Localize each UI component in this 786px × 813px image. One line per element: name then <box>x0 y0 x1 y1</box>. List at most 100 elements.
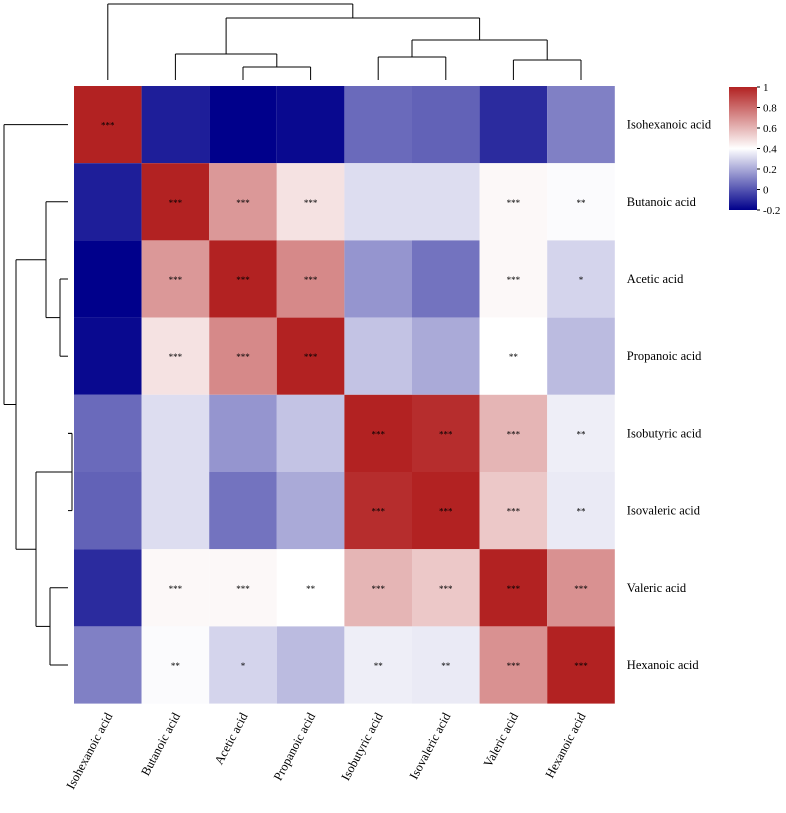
row-label-valeric-acid: Valeric acid <box>627 581 687 595</box>
column-label-isohexanoic-acid: Isohexanoic acid <box>63 710 115 792</box>
row-label-isobutyric-acid: Isobutyric acid <box>627 426 702 440</box>
heatmap-cell-isohexanoic-acid-hexanoic-acid <box>547 86 615 164</box>
heatmap-cell-isovaleric-acid-isobutyric-acid <box>344 472 412 550</box>
heatmap-cell-propanoic-acid-isobutyric-acid <box>344 317 412 395</box>
colorbar-tick-label: 0 <box>763 185 769 197</box>
heatmap-cell-isovaleric-acid-acetic-acid <box>209 472 277 550</box>
significance-mark: *** <box>169 275 183 285</box>
column-label-propanoic-acid: Propanoic acid <box>271 710 319 783</box>
heatmap-cell-acetic-acid-hexanoic-acid <box>547 240 615 318</box>
heatmap-cell-acetic-acid-butanoic-acid <box>141 240 210 318</box>
heatmap-cell-propanoic-acid-isohexanoic-acid <box>74 317 142 395</box>
heatmap-cell-butanoic-acid-acetic-acid <box>209 163 277 241</box>
significance-mark: * <box>579 275 584 285</box>
heatmap-cell-butanoic-acid-propanoic-acid <box>276 163 345 241</box>
heatmap-cell-propanoic-acid-acetic-acid <box>209 317 277 395</box>
significance-mark: * <box>241 661 246 671</box>
heatmap-cell-propanoic-acid-propanoic-acid <box>276 317 345 395</box>
heatmap-cell-butanoic-acid-isohexanoic-acid <box>74 163 142 241</box>
column-label-butanoic-acid: Butanoic acid <box>138 710 183 778</box>
heatmap-cell-hexanoic-acid-hexanoic-acid <box>547 626 615 704</box>
colorbar-tick-label: 1 <box>763 82 769 94</box>
heatmap-cell-hexanoic-acid-acetic-acid <box>209 626 277 704</box>
significance-mark: *** <box>371 429 385 439</box>
row-label-hexanoic-acid: Hexanoic acid <box>627 658 700 672</box>
significance-mark: *** <box>439 429 453 439</box>
heatmap-cell-hexanoic-acid-valeric-acid <box>479 626 548 704</box>
heatmap-cell-butanoic-acid-isovaleric-acid <box>412 163 480 241</box>
column-label-isobutyric-acid: Isobutyric acid <box>338 710 386 783</box>
significance-mark: *** <box>304 275 318 285</box>
heatmap-cell-propanoic-acid-valeric-acid <box>479 317 548 395</box>
row-dendrogram <box>3 124 73 666</box>
heatmap-cell-acetic-acid-isohexanoic-acid <box>74 240 142 318</box>
heatmap-cell-acetic-acid-acetic-acid <box>209 240 277 318</box>
heatmap-cell-isobutyric-acid-butanoic-acid <box>141 394 210 472</box>
significance-mark: *** <box>507 429 521 439</box>
significance-mark: *** <box>371 507 385 517</box>
column-dendrogram <box>107 3 582 80</box>
heatmap-cell-isovaleric-acid-hexanoic-acid <box>547 472 615 550</box>
significance-mark: ** <box>306 584 316 594</box>
heatmap-cell-hexanoic-acid-isobutyric-acid <box>344 626 412 704</box>
colorbar-ticks: 1 0.8 0.6 0.4 0.2 0 -0.2 <box>757 82 780 217</box>
heatmap-cell-hexanoic-acid-isovaleric-acid <box>412 626 480 704</box>
heatmap-cell-isohexanoic-acid-isovaleric-acid <box>412 86 480 164</box>
significance-mark: *** <box>507 584 521 594</box>
heatmap-cell-isobutyric-acid-isovaleric-acid <box>412 394 480 472</box>
significance-mark: ** <box>577 429 587 439</box>
significance-mark: *** <box>169 584 183 594</box>
significance-mark: ** <box>509 352 519 362</box>
heatmap-cell-hexanoic-acid-propanoic-acid <box>276 626 345 704</box>
column-label-acetic-acid: Acetic acid <box>212 710 251 767</box>
heatmap-cell-butanoic-acid-butanoic-acid <box>141 163 210 241</box>
heatmap-cell-hexanoic-acid-isohexanoic-acid <box>74 626 142 704</box>
significance-labels: ****** *** *** *** ***** *** *** *** **** *** *** *… <box>101 121 588 671</box>
column-labels: Isohexanoic acid Butanoic acid Acetic acid… <box>63 710 589 792</box>
significance-mark: *** <box>236 352 250 362</box>
heatmap-cell-valeric-acid-isovaleric-acid <box>412 549 480 627</box>
colorbar: 1 0.8 0.6 0.4 0.2 0 -0.2 <box>729 82 780 217</box>
heatmap-cells <box>74 86 615 704</box>
significance-mark: *** <box>304 198 318 208</box>
heatmap-cell-propanoic-acid-hexanoic-acid <box>547 317 615 395</box>
significance-mark: ** <box>577 507 587 517</box>
heatmap-cell-isovaleric-acid-isovaleric-acid <box>412 472 480 550</box>
heatmap-cell-butanoic-acid-isobutyric-acid <box>344 163 412 241</box>
heatmap-cell-valeric-acid-hexanoic-acid <box>547 549 615 627</box>
column-label-isovaleric-acid: Isovaleric acid <box>407 710 454 782</box>
significance-mark: *** <box>304 352 318 362</box>
column-label-hexanoic-acid: Hexanoic acid <box>543 710 589 781</box>
significance-mark: ** <box>171 661 181 671</box>
heatmap-cell-valeric-acid-valeric-acid <box>479 549 548 627</box>
significance-mark: *** <box>574 584 588 594</box>
heatmap-cell-isovaleric-acid-valeric-acid <box>479 472 548 550</box>
significance-mark: *** <box>236 584 250 594</box>
significance-mark: *** <box>574 661 588 671</box>
colorbar-gradient <box>729 87 757 210</box>
significance-mark: *** <box>439 584 453 594</box>
heatmap-cell-isohexanoic-acid-propanoic-acid <box>276 86 345 164</box>
row-label-acetic-acid: Acetic acid <box>627 272 684 286</box>
significance-mark: *** <box>101 121 115 131</box>
heatmap-cell-isovaleric-acid-propanoic-acid <box>276 472 345 550</box>
heatmap-cell-isobutyric-acid-propanoic-acid <box>276 394 345 472</box>
row-label-isohexanoic-acid: Isohexanoic acid <box>627 118 712 132</box>
heatmap-cell-butanoic-acid-hexanoic-acid <box>547 163 615 241</box>
heatmap-cell-isobutyric-acid-isobutyric-acid <box>344 394 412 472</box>
heatmap-cell-propanoic-acid-isovaleric-acid <box>412 317 480 395</box>
heatmap-cell-isobutyric-acid-hexanoic-acid <box>547 394 615 472</box>
colorbar-tick-label: 0.4 <box>763 144 777 156</box>
heatmap-cell-valeric-acid-acetic-acid <box>209 549 277 627</box>
significance-mark: ** <box>374 661 384 671</box>
significance-mark: *** <box>507 198 521 208</box>
heatmap-cell-acetic-acid-propanoic-acid <box>276 240 345 318</box>
row-label-isovaleric-acid: Isovaleric acid <box>627 504 701 518</box>
heatmap-cell-valeric-acid-propanoic-acid <box>276 549 345 627</box>
heatmap-cell-isobutyric-acid-isohexanoic-acid <box>74 394 142 472</box>
heatmap-cell-hexanoic-acid-butanoic-acid <box>141 626 210 704</box>
heatmap-cell-butanoic-acid-valeric-acid <box>479 163 548 241</box>
heatmap-cell-isovaleric-acid-butanoic-acid <box>141 472 210 550</box>
heatmap-cell-valeric-acid-isobutyric-acid <box>344 549 412 627</box>
